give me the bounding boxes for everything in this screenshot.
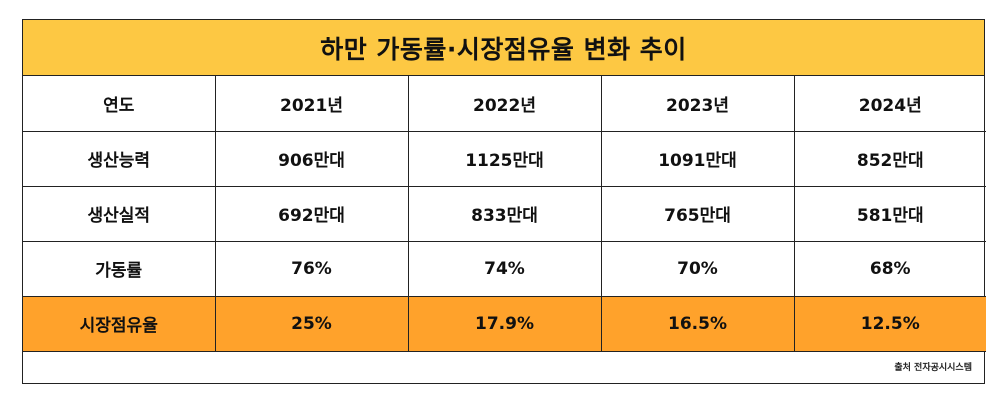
table-cell: 12.5% <box>794 296 986 352</box>
table-cell: 1125만대 <box>408 131 602 187</box>
table-row-market-share: 시장점유율 25% 17.9% 16.5% 12.5% <box>23 296 986 352</box>
header-cell-2021: 2021년 <box>215 76 409 132</box>
header-cell-2023: 2023년 <box>601 76 795 132</box>
table-cell: 1091만대 <box>601 131 795 187</box>
table-cell: 25% <box>215 296 409 352</box>
row-label: 생산능력 <box>23 131 216 187</box>
row-label: 생산실적 <box>23 186 216 242</box>
header-cell-year: 연도 <box>23 76 216 132</box>
table-cell: 74% <box>408 241 602 297</box>
table-cell: 68% <box>794 241 986 297</box>
table-cell: 692만대 <box>215 186 409 242</box>
source-note: 출처 전자공시시스템 <box>894 362 972 373</box>
header-cell-2024: 2024년 <box>794 76 986 132</box>
table-row-utilization: 가동률 76% 74% 70% 68% <box>23 241 986 297</box>
table-cell: 765만대 <box>601 186 795 242</box>
table-title: 하만 가동률·시장점유율 변화 추이 <box>23 20 984 76</box>
header-cell-2022: 2022년 <box>408 76 602 132</box>
table-cell: 581만대 <box>794 186 986 242</box>
table-cell: 76% <box>215 241 409 297</box>
table-cell: 70% <box>601 241 795 297</box>
table-row-output: 생산실적 692만대 833만대 765만대 581만대 <box>23 186 986 242</box>
table-row-capacity: 생산능력 906만대 1125만대 1091만대 852만대 <box>23 131 986 187</box>
header-row: 연도 2021년 2022년 2023년 2024년 <box>23 76 986 132</box>
data-table-frame: 하만 가동률·시장점유율 변화 추이 연도 2021년 2022년 2023년 … <box>22 19 986 384</box>
row-label: 시장점유율 <box>23 296 216 352</box>
table-cell: 906만대 <box>215 131 409 187</box>
table-cell: 833만대 <box>408 186 602 242</box>
table-cell: 16.5% <box>601 296 795 352</box>
data-table: 연도 2021년 2022년 2023년 2024년 생산능력 906만대 11… <box>23 76 986 352</box>
table-cell: 852만대 <box>794 131 986 187</box>
table-cell: 17.9% <box>408 296 602 352</box>
row-label: 가동률 <box>23 241 216 297</box>
